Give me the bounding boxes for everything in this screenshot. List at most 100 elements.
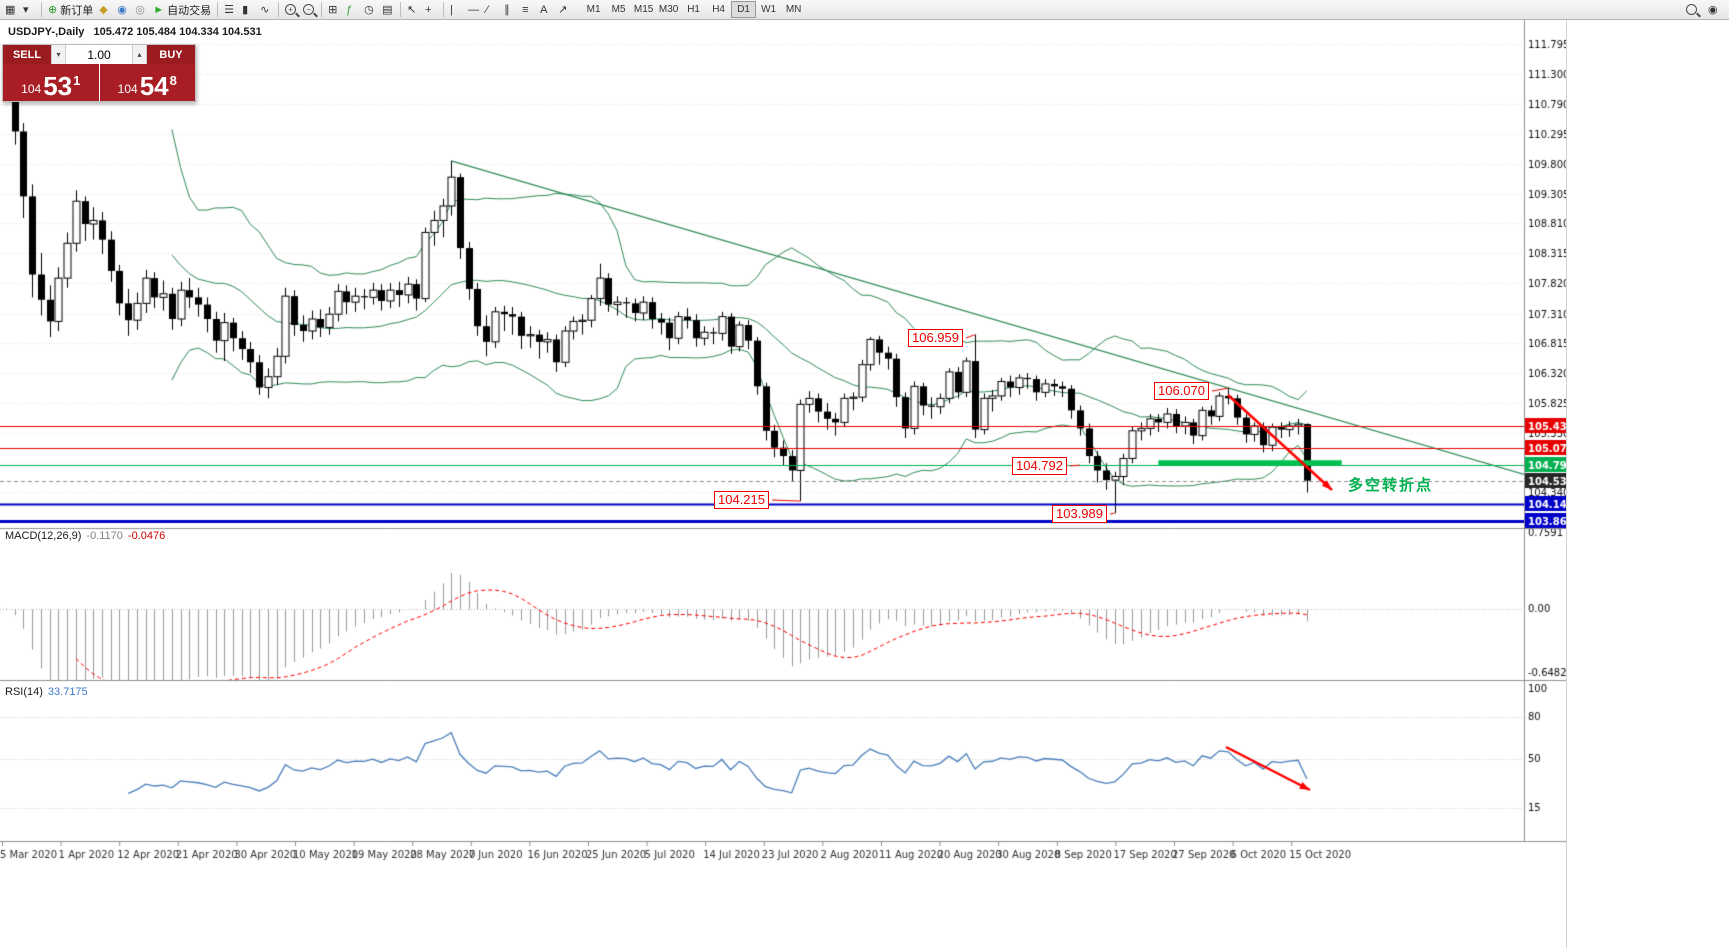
cursor-icon: ↖ <box>407 3 417 16</box>
new-chart-icon[interactable]: ▦ <box>2 1 20 19</box>
volume-input[interactable] <box>66 45 132 64</box>
fibonacci-icon: ≡ <box>522 3 529 16</box>
timeframe-mn-button[interactable]: MN <box>781 1 806 18</box>
expert-advisors-icon: ◆ <box>99 3 108 16</box>
timeframe-m5-button[interactable]: M5 <box>606 1 631 18</box>
zoom-out-icon: − <box>303 4 315 15</box>
timeframe-m15-button[interactable]: M15 <box>631 1 656 18</box>
zoom-in-icon: + <box>285 4 297 15</box>
chart-window: USDJPY-,Daily 105.472 105.484 104.334 10… <box>0 20 1566 948</box>
arrows-icon[interactable]: ↗ <box>555 1 573 19</box>
price-chart-canvas[interactable] <box>0 20 1566 948</box>
chart-symbol-period: USDJPY-,Daily <box>8 26 85 38</box>
market-icon[interactable]: ◉ <box>114 1 132 19</box>
rsi-value: 33.7175 <box>47 686 88 698</box>
autotrading-button[interactable]: ► 自动交易 <box>150 1 214 19</box>
crosshair-icon[interactable]: + <box>422 1 440 19</box>
sell-button[interactable]: SELL <box>3 45 51 64</box>
toolbar-separator <box>321 2 323 17</box>
chart-note-text[interactable]: 多空转折点 <box>1348 477 1434 494</box>
buy-price[interactable]: 104 54 8 <box>99 64 195 101</box>
cursor-icon[interactable]: ↖ <box>404 1 422 19</box>
bars-chart-icon[interactable]: ☰ <box>221 1 239 19</box>
signals-icon[interactable]: ◎ <box>132 1 150 19</box>
timeframe-d1-button[interactable]: D1 <box>731 1 757 18</box>
price-callout[interactable]: 103.989 <box>1052 505 1107 523</box>
volume-up-button[interactable]: ▴ <box>132 45 147 64</box>
rsi-label-text: RSI(14) <box>5 686 43 698</box>
signals-icon: ◎ <box>135 3 145 16</box>
sell-price-base: 104 <box>21 82 42 96</box>
toolbar-separator <box>443 2 445 17</box>
macd-indicator-label: MACD(12,26,9) -0.1170 -0.0476 <box>5 530 165 542</box>
timeframe-h4-button[interactable]: H4 <box>706 1 731 18</box>
sell-price-pips: 53 <box>43 71 73 101</box>
autotrading-button-label: 自动交易 <box>167 4 212 17</box>
periods-icon: ◷ <box>364 3 374 16</box>
buy-price-frac: 8 <box>169 73 177 88</box>
new-chart-icon: ▦ <box>5 3 16 16</box>
text-icon: A <box>540 3 548 16</box>
toolbar: ▦ ▾ ⊕ 新订单 ◆ ◉ ◎ ► 自动交易 ☰ ▮ ∿ + − ⊞ ƒ ◷ ▤ ↖ + | ― ∕ ∥ ≡ A ↗ M1 M5 M15… <box>0 0 1729 20</box>
notifications-icon: ◉ <box>1708 3 1718 16</box>
chart-ohlc-values: 105.472 105.484 104.334 104.531 <box>93 26 262 38</box>
notifications-icon[interactable]: ◉ <box>1705 1 1723 19</box>
macd-main-value: -0.1170 <box>86 530 123 542</box>
timeframe-h1-button[interactable]: H1 <box>681 1 706 18</box>
timeframe-w1-button[interactable]: W1 <box>756 1 781 18</box>
price-callout[interactable]: 104.215 <box>714 491 769 509</box>
tile-windows-icon: ⊞ <box>328 3 338 16</box>
timeframe-m30-button[interactable]: M30 <box>656 1 681 18</box>
timeframe-m1-button[interactable]: M1 <box>581 1 606 18</box>
search-icon[interactable] <box>1683 1 1701 19</box>
horizontal-line-icon[interactable]: ― <box>465 1 483 19</box>
crosshair-icon: + <box>425 3 432 16</box>
chart-title: USDJPY-,Daily 105.472 105.484 104.334 10… <box>8 26 262 38</box>
macd-signal-value: -0.0476 <box>127 530 166 542</box>
toolbar-separator <box>400 2 402 17</box>
price-callout[interactable]: 106.070 <box>1154 382 1209 400</box>
autotrading-button: ► <box>153 3 165 16</box>
line-chart-icon[interactable]: ∿ <box>257 1 275 19</box>
toolbar-separator <box>217 2 219 17</box>
bars-chart-icon: ☰ <box>224 3 234 16</box>
toolbar-separator <box>278 2 280 17</box>
templates-icon: ▤ <box>382 3 393 16</box>
new-order-button[interactable]: ⊕ 新订单 <box>45 1 96 19</box>
price-callout[interactable]: 104.792 <box>1012 457 1067 475</box>
new-order-button: ⊕ <box>48 3 58 16</box>
fibonacci-icon[interactable]: ≡ <box>519 1 537 19</box>
sell-price[interactable]: 104 53 1 <box>3 64 99 101</box>
indicators-icon[interactable]: ƒ <box>343 1 361 19</box>
buy-price-pips: 54 <box>139 71 169 101</box>
macd-label-text: MACD(12,26,9) <box>5 530 82 542</box>
volume-down-button[interactable]: ▾ <box>51 45 66 64</box>
expert-advisors-icon[interactable]: ◆ <box>96 1 114 19</box>
buy-button[interactable]: BUY <box>147 45 195 64</box>
price-callout[interactable]: 106.959 <box>908 329 963 347</box>
trendline-icon[interactable]: ∕ <box>483 1 501 19</box>
arrows-icon: ↗ <box>558 3 568 16</box>
tile-windows-icon[interactable]: ⊞ <box>325 1 343 19</box>
equidistant-channel-icon[interactable]: ∥ <box>501 1 519 19</box>
profiles-icon[interactable]: ▾ <box>20 1 38 19</box>
client-area-empty <box>1566 20 1729 948</box>
horizontal-line-icon: ― <box>468 3 480 16</box>
search-icon <box>1686 4 1697 15</box>
line-chart-icon: ∿ <box>260 3 270 16</box>
market-icon: ◉ <box>117 3 127 16</box>
text-icon[interactable]: A <box>537 1 555 19</box>
zoom-in-icon[interactable]: + <box>282 1 300 19</box>
toolbar-separator <box>41 2 42 17</box>
vertical-line-icon[interactable]: | <box>447 1 465 19</box>
toolbar-right-group: ◉ <box>1683 1 1723 19</box>
indicators-icon: ƒ <box>346 3 353 16</box>
zoom-out-icon[interactable]: − <box>300 1 318 19</box>
periods-icon[interactable]: ◷ <box>361 1 379 19</box>
profiles-icon: ▾ <box>23 3 29 16</box>
templates-icon[interactable]: ▤ <box>379 1 397 19</box>
candles-chart-icon[interactable]: ▮ <box>239 1 257 19</box>
rsi-indicator-label: RSI(14) 33.7175 <box>5 686 88 698</box>
